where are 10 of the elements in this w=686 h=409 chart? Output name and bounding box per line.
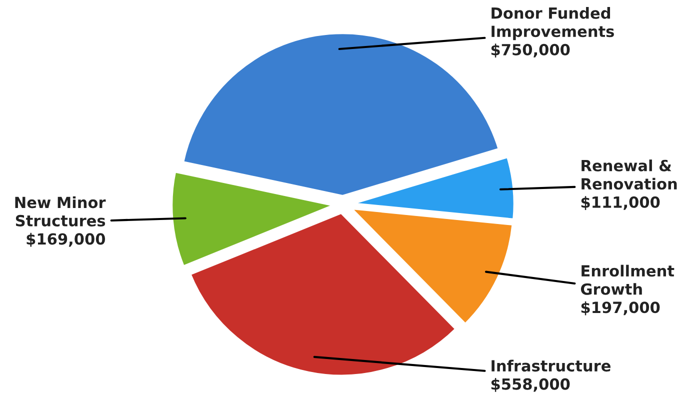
data-label: $111,000 — [581, 196, 660, 210]
slice-label: Donor Funded Improvements — [492, 7, 614, 40]
slice-label: Renewal & Renovation — [582, 160, 677, 190]
data-label: $169,000 — [26, 232, 106, 247]
data-label: $558,000 — [491, 378, 570, 392]
data-label: $750,000 — [491, 44, 570, 58]
slice-label: Infrastructure — [492, 360, 610, 372]
data-label: $197,000 — [581, 301, 660, 316]
slice-label: New Minor Structures — [15, 196, 106, 226]
slice-label: Enrollment Growth — [580, 264, 674, 295]
